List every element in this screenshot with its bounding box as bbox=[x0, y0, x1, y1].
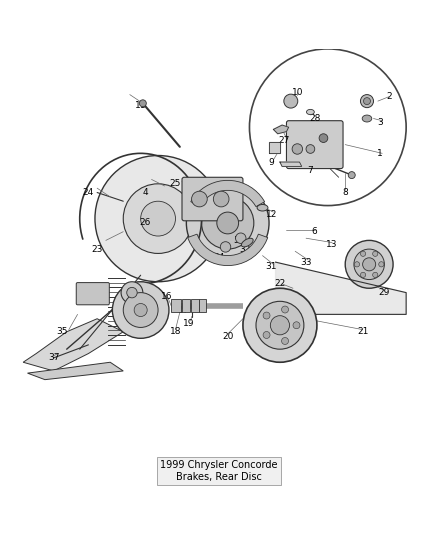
Ellipse shape bbox=[257, 205, 268, 211]
Text: 5: 5 bbox=[233, 236, 239, 245]
Circle shape bbox=[123, 293, 158, 327]
Circle shape bbox=[363, 258, 376, 271]
Text: 32: 32 bbox=[240, 245, 251, 254]
FancyBboxPatch shape bbox=[76, 282, 110, 305]
Text: 31: 31 bbox=[265, 262, 277, 271]
Circle shape bbox=[139, 100, 146, 107]
Text: 1: 1 bbox=[377, 149, 383, 158]
Polygon shape bbox=[187, 234, 268, 265]
Circle shape bbox=[354, 249, 385, 279]
Polygon shape bbox=[269, 142, 280, 154]
Text: 12: 12 bbox=[265, 210, 277, 219]
Circle shape bbox=[191, 191, 207, 207]
Circle shape bbox=[134, 303, 147, 317]
Circle shape bbox=[236, 233, 246, 244]
Text: 30: 30 bbox=[183, 192, 194, 201]
Polygon shape bbox=[273, 125, 289, 134]
Circle shape bbox=[263, 332, 270, 338]
Text: 37: 37 bbox=[48, 353, 60, 362]
Circle shape bbox=[186, 182, 269, 264]
Circle shape bbox=[319, 134, 328, 142]
Polygon shape bbox=[28, 362, 123, 379]
Ellipse shape bbox=[241, 238, 253, 247]
Circle shape bbox=[201, 197, 254, 249]
Text: 27: 27 bbox=[279, 136, 290, 145]
Text: 20: 20 bbox=[222, 332, 233, 341]
Polygon shape bbox=[280, 162, 302, 166]
Circle shape bbox=[123, 184, 193, 254]
Text: 3: 3 bbox=[377, 118, 383, 127]
Text: 34: 34 bbox=[213, 253, 225, 262]
Circle shape bbox=[220, 241, 231, 252]
Text: 33: 33 bbox=[300, 257, 312, 266]
Circle shape bbox=[292, 144, 303, 154]
Text: 7: 7 bbox=[307, 166, 313, 175]
Circle shape bbox=[354, 262, 360, 267]
Text: 28: 28 bbox=[309, 114, 321, 123]
Circle shape bbox=[95, 156, 221, 282]
Circle shape bbox=[282, 306, 289, 313]
Text: 11: 11 bbox=[135, 101, 146, 110]
Circle shape bbox=[360, 272, 366, 278]
Text: 2: 2 bbox=[386, 92, 392, 101]
FancyBboxPatch shape bbox=[286, 120, 343, 168]
Circle shape bbox=[217, 212, 239, 234]
Text: 35: 35 bbox=[57, 327, 68, 336]
Circle shape bbox=[373, 251, 378, 256]
Text: 25: 25 bbox=[170, 179, 181, 188]
Text: 18: 18 bbox=[170, 327, 181, 336]
Circle shape bbox=[256, 301, 304, 349]
Text: 19: 19 bbox=[183, 319, 194, 328]
Text: 8: 8 bbox=[343, 188, 348, 197]
Ellipse shape bbox=[362, 115, 372, 122]
Circle shape bbox=[270, 316, 290, 335]
Text: 14: 14 bbox=[366, 262, 377, 271]
Polygon shape bbox=[191, 180, 265, 207]
FancyBboxPatch shape bbox=[182, 177, 243, 221]
Circle shape bbox=[360, 94, 374, 108]
Circle shape bbox=[113, 282, 169, 338]
Text: 1999 Chrysler Concorde
Brakes, Rear Disc: 1999 Chrysler Concorde Brakes, Rear Disc bbox=[160, 461, 278, 482]
Ellipse shape bbox=[307, 109, 314, 115]
Text: 22: 22 bbox=[274, 279, 286, 288]
Polygon shape bbox=[23, 319, 123, 371]
Circle shape bbox=[243, 288, 317, 362]
Circle shape bbox=[282, 337, 289, 344]
Text: 21: 21 bbox=[357, 327, 368, 336]
Circle shape bbox=[293, 322, 300, 329]
Text: 10: 10 bbox=[292, 88, 303, 97]
Circle shape bbox=[364, 98, 371, 104]
Bar bbox=[191, 299, 199, 312]
Text: 6: 6 bbox=[312, 227, 318, 236]
Circle shape bbox=[360, 251, 366, 256]
Text: 17: 17 bbox=[178, 305, 190, 314]
Text: 23: 23 bbox=[92, 245, 103, 254]
Bar bbox=[199, 299, 206, 312]
Circle shape bbox=[348, 172, 355, 179]
Circle shape bbox=[121, 282, 143, 303]
Text: 13: 13 bbox=[326, 240, 338, 249]
Circle shape bbox=[127, 287, 137, 298]
Circle shape bbox=[379, 262, 384, 267]
Circle shape bbox=[284, 94, 298, 108]
Text: 26: 26 bbox=[139, 219, 151, 228]
Circle shape bbox=[345, 240, 393, 288]
Circle shape bbox=[306, 144, 315, 154]
Polygon shape bbox=[276, 262, 406, 314]
Text: 16: 16 bbox=[161, 293, 173, 302]
Bar bbox=[171, 299, 181, 312]
Circle shape bbox=[373, 272, 378, 278]
Text: 4: 4 bbox=[142, 188, 148, 197]
Text: 9: 9 bbox=[268, 158, 274, 166]
Bar bbox=[182, 299, 190, 312]
Text: 15: 15 bbox=[196, 179, 207, 188]
Text: 29: 29 bbox=[379, 288, 390, 297]
Text: 24: 24 bbox=[83, 188, 94, 197]
Circle shape bbox=[141, 201, 176, 236]
Text: 36: 36 bbox=[83, 297, 94, 306]
Circle shape bbox=[213, 191, 229, 207]
Circle shape bbox=[263, 312, 270, 319]
